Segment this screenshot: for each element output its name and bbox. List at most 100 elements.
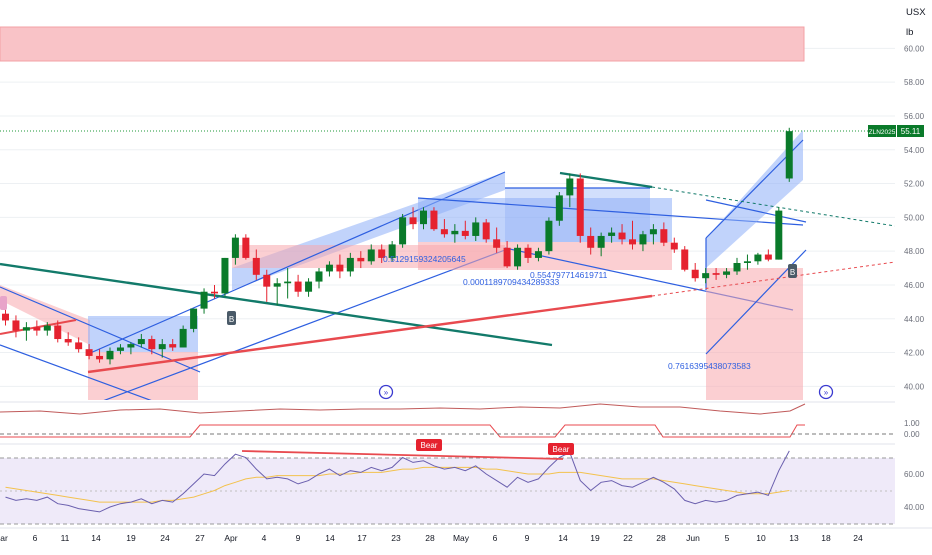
trend-red-ext <box>651 261 895 297</box>
candle-body <box>315 271 323 282</box>
candle-body <box>33 327 41 331</box>
unit-label[interactable]: lb <box>906 27 913 38</box>
candle-body <box>440 229 448 235</box>
time-label: 14 <box>558 533 568 543</box>
svg-text:Bear: Bear <box>421 441 438 450</box>
currency-label[interactable]: USX <box>906 7 926 18</box>
rsi-pane: Bear Bear <box>0 439 895 525</box>
resistance-zone <box>0 26 805 62</box>
candle-body <box>116 347 124 351</box>
sell-marker-left[interactable] <box>0 296 7 310</box>
candle <box>420 207 427 230</box>
price-tick: 60.00 <box>904 44 925 53</box>
candle <box>503 241 511 269</box>
fib-label-d: 0.7616395438073583 <box>668 361 751 371</box>
price-axis[interactable]: USX lb 60.00 58.00 56.00 54.00 52.00 50.00 48.… <box>904 7 926 391</box>
time-label: 5 <box>725 533 730 543</box>
time-label: Jun <box>686 533 700 543</box>
channel-may-blue-fill <box>418 198 672 242</box>
candle <box>524 244 532 263</box>
candle-body <box>764 254 772 260</box>
candle <box>116 344 124 355</box>
candle <box>702 268 710 284</box>
candle <box>294 274 302 297</box>
time-label: 23 <box>391 533 401 543</box>
rsi-tick-60: 60.00 <box>904 470 925 479</box>
candle <box>357 251 365 269</box>
candle <box>723 268 731 279</box>
candle-body <box>148 339 156 350</box>
candle <box>608 227 616 243</box>
candle-body <box>190 308 198 329</box>
candle-body <box>503 247 511 267</box>
candle <box>399 213 407 248</box>
candle <box>33 320 41 336</box>
candle <box>2 306 9 326</box>
candle-body <box>200 291 208 309</box>
candle-body <box>691 269 699 279</box>
time-label: 28 <box>656 533 666 543</box>
time-label: 19 <box>126 533 136 543</box>
replay-icon[interactable]: » <box>378 384 394 400</box>
candle-body <box>179 328 187 348</box>
candle-body <box>785 131 793 179</box>
candle <box>367 244 375 265</box>
time-label: 18 <box>821 533 831 543</box>
time-axis: ar 6 11 14 19 24 27 Apr 4 9 14 17 23 28 May 6 9 14 19 22 28 J… <box>0 533 863 543</box>
candle <box>785 127 793 182</box>
fib-label-c: 0.554797714619711 <box>530 270 608 280</box>
bear-label-1[interactable]: Bear <box>416 439 442 451</box>
candle-body <box>482 222 490 240</box>
candle <box>440 219 448 238</box>
svg-text:B: B <box>229 315 234 324</box>
candle-body <box>221 257 229 294</box>
candle <box>190 308 198 333</box>
replay-icon-2[interactable]: » <box>818 384 834 400</box>
svg-text:Bear: Bear <box>553 445 570 454</box>
buy-marker-2[interactable]: B <box>788 264 797 278</box>
candle-body <box>514 247 522 267</box>
candle-body <box>378 249 386 258</box>
trend-green-long <box>0 262 553 347</box>
candle <box>315 268 323 289</box>
candle-body <box>231 237 239 258</box>
buy-marker-1[interactable]: B <box>227 311 236 325</box>
candle-body <box>252 257 260 275</box>
time-label: Apr <box>224 533 237 543</box>
candle <box>754 252 762 265</box>
candle-body <box>649 229 657 235</box>
time-label: 14 <box>325 533 335 543</box>
trend-red-long <box>87 294 653 374</box>
candle <box>764 249 772 262</box>
channel-left-upper-fill <box>0 285 90 345</box>
candle-body <box>346 257 354 272</box>
candle-body <box>566 178 574 196</box>
candle <box>96 349 104 363</box>
price-tick: 54.00 <box>904 146 925 155</box>
candle <box>336 254 344 279</box>
candle-body <box>420 210 427 225</box>
candle-body <box>545 220 553 252</box>
candle-body <box>127 344 135 348</box>
candle-body <box>158 344 166 350</box>
regime-line <box>0 424 805 438</box>
candle <box>346 252 354 277</box>
candle <box>409 207 417 230</box>
candle-body <box>96 355 104 360</box>
candle <box>691 262 699 282</box>
candle-body <box>325 264 333 272</box>
candle <box>325 261 333 277</box>
candle <box>566 173 574 208</box>
candle <box>388 241 396 262</box>
candle <box>263 269 271 302</box>
candle <box>137 333 145 348</box>
candle <box>305 278 313 297</box>
bear-label-2[interactable]: Bear <box>548 443 574 455</box>
candle <box>681 246 689 272</box>
candle <box>148 335 156 355</box>
rsi-line <box>5 450 790 513</box>
candle <box>43 322 51 336</box>
last-price-value: 55.11 <box>901 127 921 136</box>
candle <box>200 288 208 314</box>
